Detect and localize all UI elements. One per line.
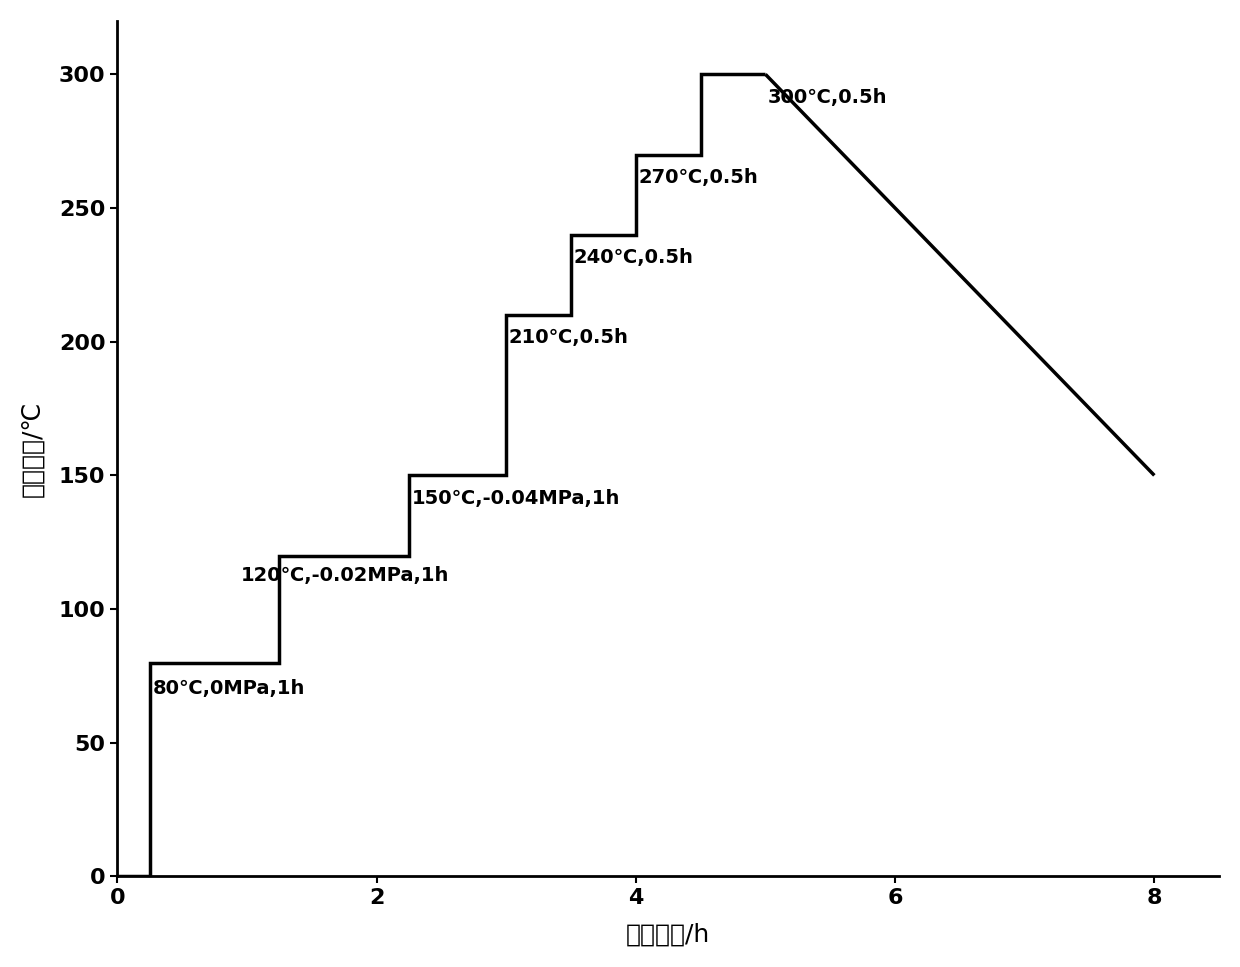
Text: 210℃,0.5h: 210℃,0.5h — [508, 329, 629, 347]
Text: 270℃,0.5h: 270℃,0.5h — [639, 168, 758, 187]
Y-axis label: 固化温度/℃: 固化温度/℃ — [21, 400, 45, 497]
Text: 300℃,0.5h: 300℃,0.5h — [768, 88, 888, 106]
X-axis label: 固化时间/h: 固化时间/h — [626, 923, 711, 946]
Text: 150℃,-0.04MPa,1h: 150℃,-0.04MPa,1h — [412, 488, 620, 508]
Text: 80℃,0MPa,1h: 80℃,0MPa,1h — [153, 679, 305, 697]
Text: 240℃,0.5h: 240℃,0.5h — [574, 249, 693, 267]
Text: 120℃,-0.02MPa,1h: 120℃,-0.02MPa,1h — [241, 567, 449, 585]
